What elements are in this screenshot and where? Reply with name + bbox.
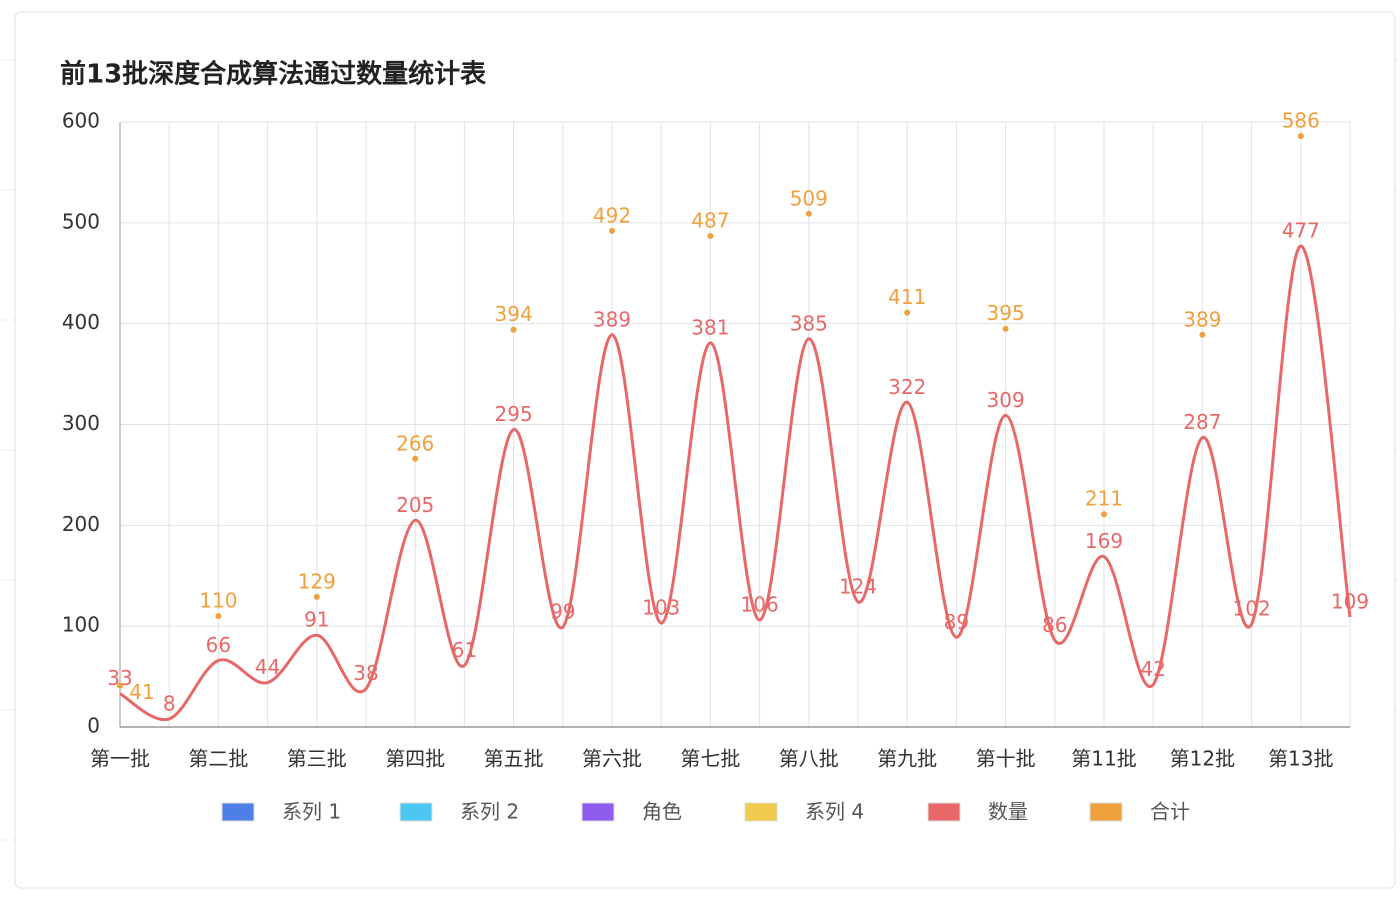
data-label: 394 <box>495 302 533 326</box>
legend-label: 系列 4 <box>805 800 864 824</box>
data-label: 411 <box>888 285 926 309</box>
point <box>707 232 714 239</box>
data-label: 38 <box>353 661 378 685</box>
data-label: 91 <box>304 608 329 632</box>
x-tick-label: 第12批 <box>1170 747 1235 771</box>
point <box>609 227 615 234</box>
data-label: 385 <box>790 311 828 335</box>
point <box>1199 331 1206 338</box>
x-tick-label: 第二批 <box>188 747 248 771</box>
data-label: 322 <box>888 375 926 399</box>
data-label: 8 <box>163 691 176 715</box>
card <box>14 11 1396 889</box>
x-tick-label: 第四批 <box>385 747 445 771</box>
data-label: 66 <box>206 633 231 657</box>
legend-swatch <box>927 802 961 822</box>
legend-label: 角色 <box>642 800 682 824</box>
point <box>1297 133 1304 140</box>
point <box>1002 325 1009 332</box>
point <box>904 309 911 316</box>
legend-label: 数量 <box>988 800 1028 824</box>
data-label: 309 <box>987 388 1025 412</box>
data-label: 295 <box>495 402 533 426</box>
x-tick-label: 第11批 <box>1071 747 1136 771</box>
data-label: 103 <box>642 596 680 620</box>
data-label: 169 <box>1085 529 1123 553</box>
data-label: 389 <box>1183 307 1221 331</box>
legend-label: 系列 2 <box>460 800 519 824</box>
x-tick-label: 第七批 <box>680 747 740 771</box>
point <box>215 613 222 620</box>
data-label: 86 <box>1042 613 1067 637</box>
x-tick-label: 第九批 <box>877 747 937 771</box>
y-tick-label: 200 <box>62 512 100 536</box>
y-tick-label: 300 <box>62 411 100 435</box>
legend-swatch <box>744 802 778 822</box>
data-label: 586 <box>1282 109 1320 133</box>
data-label: 395 <box>987 301 1025 325</box>
legend-label: 系列 1 <box>282 800 341 824</box>
x-tick-label: 第13批 <box>1268 747 1333 771</box>
data-label: 99 <box>550 600 575 624</box>
data-label: 205 <box>396 493 434 517</box>
data-label: 492 <box>593 203 631 227</box>
data-label: 477 <box>1282 219 1320 243</box>
y-tick-label: 600 <box>62 109 100 133</box>
x-tick-label: 第五批 <box>484 747 544 771</box>
data-label: 124 <box>839 574 877 598</box>
point <box>1101 511 1107 518</box>
legend-swatch <box>1089 802 1123 822</box>
line <box>119 244 1352 722</box>
data-label: 42 <box>1140 657 1165 681</box>
data-label: 389 <box>593 307 631 331</box>
x-tick-label: 第十批 <box>976 747 1036 771</box>
legend-swatch <box>221 802 255 822</box>
legend-swatch <box>581 802 615 822</box>
point <box>412 455 419 462</box>
y-tick-label: 500 <box>62 209 100 233</box>
data-label: 41 <box>129 680 154 704</box>
data-label: 381 <box>691 315 729 339</box>
data-label: 44 <box>255 655 280 679</box>
point <box>313 593 320 600</box>
chart-title: 前13批深度合成算法通过数量统计表 <box>60 59 487 90</box>
y-tick-label: 400 <box>62 310 100 334</box>
data-label: 266 <box>396 431 434 455</box>
point <box>805 210 812 217</box>
x-tick-label: 第三批 <box>287 747 347 771</box>
y-tick-label: 0 <box>87 714 100 738</box>
y-tick-label: 100 <box>62 613 100 637</box>
data-label: 109 <box>1331 590 1369 614</box>
x-tick-label: 第六批 <box>582 747 642 771</box>
data-label: 61 <box>452 638 477 662</box>
point <box>117 682 123 689</box>
data-label: 509 <box>790 186 828 210</box>
legend-swatch <box>399 802 433 822</box>
data-label: 110 <box>199 589 237 613</box>
data-label: 102 <box>1233 597 1271 621</box>
data-label: 287 <box>1183 410 1221 434</box>
x-tick-label: 第一批 <box>90 747 150 771</box>
data-label: 487 <box>691 208 729 232</box>
data-label: 106 <box>741 593 779 617</box>
legend-label: 合计 <box>1150 800 1190 824</box>
data-label: 129 <box>298 569 336 593</box>
x-tick-label: 第八批 <box>779 747 839 771</box>
data-label: 89 <box>944 610 969 634</box>
point <box>510 326 517 333</box>
data-label: 211 <box>1085 487 1123 511</box>
